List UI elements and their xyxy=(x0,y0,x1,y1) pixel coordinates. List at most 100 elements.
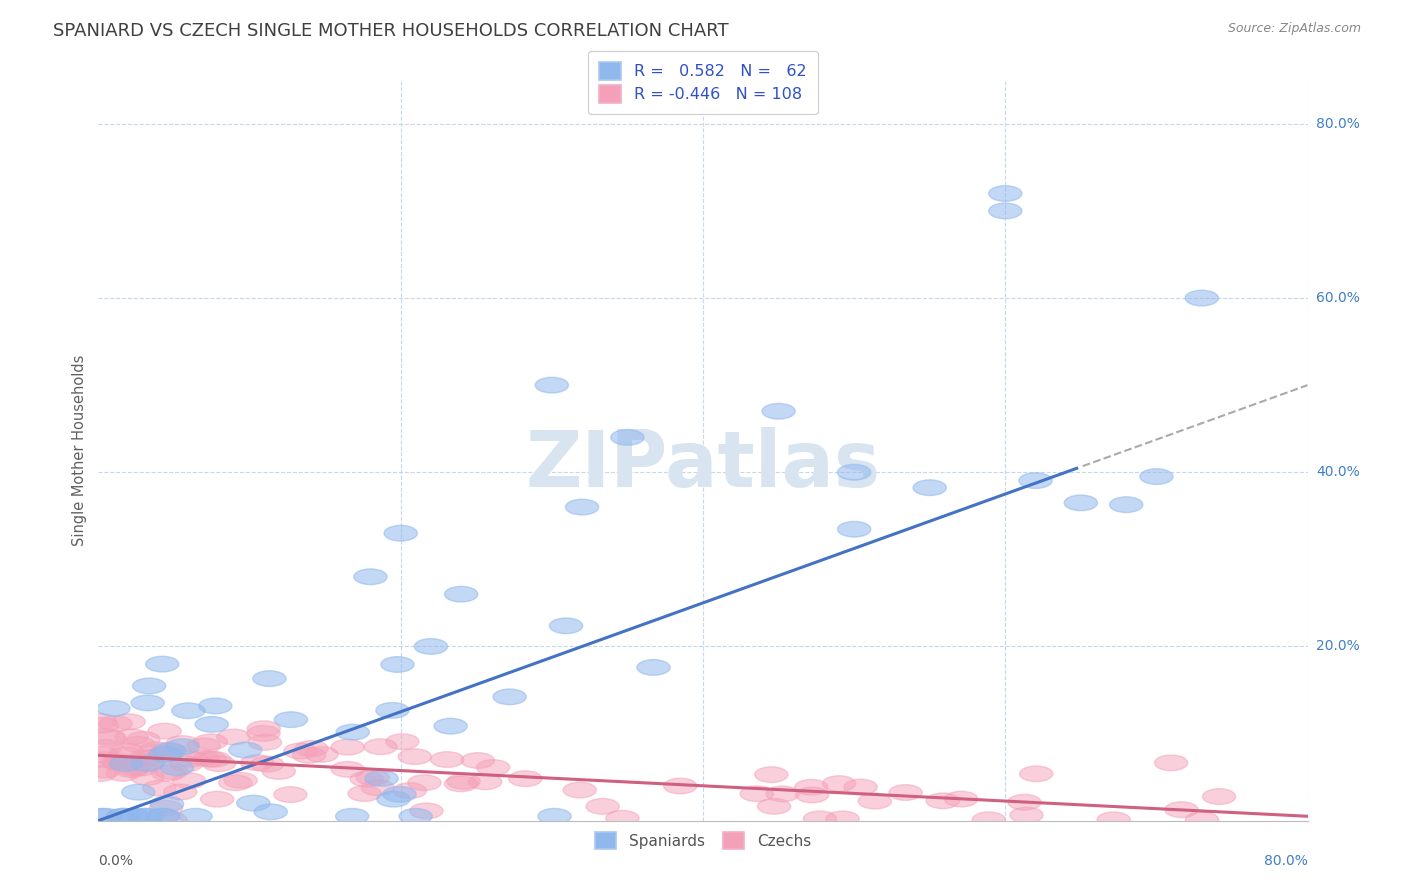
Ellipse shape xyxy=(766,786,799,802)
Ellipse shape xyxy=(409,803,443,819)
Ellipse shape xyxy=(664,778,697,794)
Ellipse shape xyxy=(146,657,179,672)
Ellipse shape xyxy=(586,798,619,814)
Ellipse shape xyxy=(250,756,284,772)
Ellipse shape xyxy=(858,793,891,809)
Ellipse shape xyxy=(1019,766,1053,781)
Ellipse shape xyxy=(224,772,257,789)
Ellipse shape xyxy=(186,750,219,765)
Ellipse shape xyxy=(107,765,139,781)
Ellipse shape xyxy=(104,756,136,772)
Ellipse shape xyxy=(131,695,165,711)
Ellipse shape xyxy=(83,765,117,781)
Ellipse shape xyxy=(838,522,870,537)
Ellipse shape xyxy=(447,773,481,789)
Ellipse shape xyxy=(236,796,270,811)
Ellipse shape xyxy=(477,760,510,775)
Ellipse shape xyxy=(1185,290,1219,306)
Ellipse shape xyxy=(83,714,117,729)
Ellipse shape xyxy=(803,811,837,827)
Ellipse shape xyxy=(381,657,413,673)
Ellipse shape xyxy=(408,775,441,790)
Ellipse shape xyxy=(198,698,232,714)
Ellipse shape xyxy=(1164,802,1198,817)
Ellipse shape xyxy=(550,618,582,633)
Ellipse shape xyxy=(1010,807,1043,823)
Ellipse shape xyxy=(150,797,184,812)
Ellipse shape xyxy=(356,770,389,785)
Ellipse shape xyxy=(758,798,790,814)
Ellipse shape xyxy=(1202,789,1236,805)
Ellipse shape xyxy=(253,671,285,687)
Ellipse shape xyxy=(118,808,150,824)
Ellipse shape xyxy=(115,808,149,824)
Ellipse shape xyxy=(197,751,231,767)
Ellipse shape xyxy=(153,743,187,759)
Ellipse shape xyxy=(229,742,262,758)
Text: 40.0%: 40.0% xyxy=(1316,466,1360,479)
Ellipse shape xyxy=(284,743,316,759)
Ellipse shape xyxy=(292,747,326,763)
Ellipse shape xyxy=(825,811,859,827)
Ellipse shape xyxy=(155,764,188,779)
Ellipse shape xyxy=(494,689,526,705)
Ellipse shape xyxy=(86,717,118,733)
Ellipse shape xyxy=(794,780,828,795)
Ellipse shape xyxy=(107,808,141,824)
Text: 20.0%: 20.0% xyxy=(1316,640,1360,654)
Ellipse shape xyxy=(430,752,464,767)
Ellipse shape xyxy=(366,771,398,786)
Text: ZIPatlas: ZIPatlas xyxy=(526,427,880,503)
Ellipse shape xyxy=(146,808,180,824)
Ellipse shape xyxy=(385,734,419,749)
Ellipse shape xyxy=(394,783,426,798)
Ellipse shape xyxy=(127,731,160,747)
Ellipse shape xyxy=(364,739,396,755)
Ellipse shape xyxy=(1109,497,1143,513)
Ellipse shape xyxy=(89,808,122,824)
Ellipse shape xyxy=(332,762,364,777)
Ellipse shape xyxy=(536,377,568,393)
Ellipse shape xyxy=(201,791,233,807)
Ellipse shape xyxy=(350,772,384,787)
Ellipse shape xyxy=(444,776,478,791)
Ellipse shape xyxy=(179,808,212,824)
Ellipse shape xyxy=(84,808,118,824)
Ellipse shape xyxy=(131,756,165,772)
Ellipse shape xyxy=(93,731,127,747)
Ellipse shape xyxy=(415,639,447,654)
Ellipse shape xyxy=(163,784,197,800)
Ellipse shape xyxy=(844,780,877,795)
Ellipse shape xyxy=(606,811,640,826)
Ellipse shape xyxy=(382,787,416,802)
Ellipse shape xyxy=(174,751,208,767)
Ellipse shape xyxy=(468,774,502,789)
Ellipse shape xyxy=(114,762,148,778)
Ellipse shape xyxy=(115,729,148,745)
Ellipse shape xyxy=(86,747,118,762)
Ellipse shape xyxy=(461,753,495,768)
Ellipse shape xyxy=(202,756,236,772)
Ellipse shape xyxy=(1019,473,1052,489)
Ellipse shape xyxy=(945,791,977,807)
Text: 0.0%: 0.0% xyxy=(98,854,134,868)
Ellipse shape xyxy=(755,767,787,782)
Ellipse shape xyxy=(637,659,671,675)
Ellipse shape xyxy=(988,186,1022,202)
Ellipse shape xyxy=(193,751,226,767)
Ellipse shape xyxy=(166,739,200,755)
Ellipse shape xyxy=(240,755,274,771)
Ellipse shape xyxy=(274,712,308,728)
Ellipse shape xyxy=(330,739,364,755)
Ellipse shape xyxy=(1185,812,1219,828)
Ellipse shape xyxy=(117,760,150,776)
Ellipse shape xyxy=(110,743,143,759)
Ellipse shape xyxy=(149,800,183,816)
Ellipse shape xyxy=(274,787,307,803)
Ellipse shape xyxy=(148,723,181,739)
Ellipse shape xyxy=(509,771,541,787)
Ellipse shape xyxy=(347,786,381,801)
Ellipse shape xyxy=(249,734,281,750)
Text: Source: ZipAtlas.com: Source: ZipAtlas.com xyxy=(1227,22,1361,36)
Ellipse shape xyxy=(375,703,409,718)
